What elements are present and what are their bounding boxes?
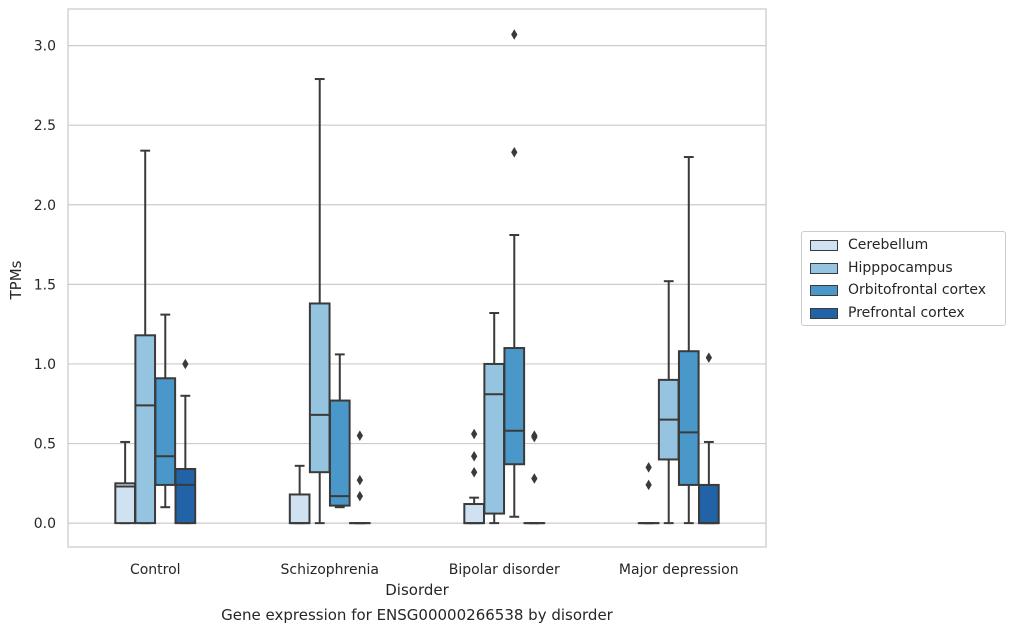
- box-orbitofrontal-cortex-bipolar-disorder: [503, 29, 526, 518]
- box-orbitofrontal-cortex-major-depression: [677, 156, 700, 525]
- legend-swatch: [810, 307, 838, 319]
- box: [288, 493, 311, 525]
- legend-label: Cerebellum: [848, 237, 929, 253]
- figure-caption: Gene expression for ENSG00000266538 by d…: [221, 606, 613, 624]
- box: [134, 334, 157, 525]
- legend: Cerebellum Hipppocampus Orbitofrontal co…: [801, 231, 1006, 326]
- x-tick-label: Schizophrenia: [281, 562, 379, 578]
- box: [698, 483, 720, 525]
- legend-swatch: [810, 239, 838, 251]
- x-tick-labels: Control Schizophrenia Bipolar disorder Majo…: [130, 562, 739, 578]
- box-orbitofrontal-cortex-control: [154, 313, 177, 509]
- outlier-point: [356, 490, 364, 502]
- x-tick-label: Bipolar disorder: [449, 562, 560, 578]
- box: [114, 482, 136, 525]
- box-orbitofrontal-cortex-schizophrenia: [328, 353, 351, 509]
- y-tick-label: 0.0: [34, 516, 56, 532]
- box-prefrontal-cortex-control: [174, 358, 197, 525]
- y-axis-label: TPMs: [7, 260, 25, 300]
- box: [174, 468, 197, 525]
- legend-label: Hipppocampus: [848, 260, 953, 276]
- legend-item-hippocampus: Hipppocampus: [810, 258, 953, 278]
- box-hipppocampus-control: [134, 149, 157, 525]
- box-hipppocampus-schizophrenia: [308, 78, 331, 525]
- box-cerebellum-control: [114, 440, 136, 525]
- legend-label: Orbitofrontal cortex: [848, 282, 986, 298]
- outlier-point: [645, 462, 652, 473]
- box: [328, 399, 351, 507]
- x-tick-label: Control: [130, 562, 181, 578]
- y-tick-label: 1.5: [34, 277, 56, 293]
- y-tick-label: 0.5: [34, 437, 56, 453]
- box: [463, 503, 485, 525]
- outlier-point: [182, 358, 189, 370]
- outlier-point: [470, 451, 478, 462]
- box: [503, 347, 526, 466]
- box: [677, 350, 700, 486]
- box: [154, 377, 177, 486]
- y-tick-labels: 0.0 0.5 1.0 1.5 2.0 2.5 3.0: [34, 39, 56, 533]
- y-tick-label: 2.5: [34, 118, 56, 134]
- box-prefrontal-cortex-major-depression: [698, 352, 720, 525]
- box-prefrontal-cortex-bipolar-disorder: [523, 430, 546, 525]
- box: [308, 302, 331, 474]
- box-hipppocampus-bipolar-disorder: [483, 312, 506, 525]
- box-cerebellum-schizophrenia: [288, 464, 311, 525]
- box-prefrontal-cortex-schizophrenia: [349, 430, 371, 525]
- y-tick-label: 2.0: [34, 198, 56, 214]
- y-tick-label: 1.0: [34, 357, 56, 373]
- outlier-point: [470, 466, 478, 478]
- outlier-point: [531, 473, 538, 484]
- box: [483, 362, 506, 515]
- legend-item-prefrontal-cortex: Prefrontal cortex: [810, 303, 965, 323]
- legend-swatch: [810, 262, 838, 274]
- box-hipppocampus-major-depression: [657, 280, 680, 525]
- legend-item-orbitofrontal-cortex: Orbitofrontal cortex: [810, 280, 986, 300]
- outlier-point: [511, 29, 518, 40]
- legend-label: Prefrontal cortex: [848, 305, 965, 321]
- outlier-point: [356, 430, 364, 441]
- x-axis-label: Disorder: [385, 581, 449, 599]
- plot-frame: [67, 8, 767, 548]
- x-tick-label: Major depression: [619, 562, 739, 578]
- box-cerebellum-bipolar-disorder: [463, 428, 485, 525]
- outlier-point: [645, 479, 652, 491]
- outlier-point: [356, 474, 364, 486]
- outlier-point: [470, 428, 478, 440]
- box-elements: [114, 29, 720, 525]
- outlier-point: [511, 147, 518, 158]
- legend-swatch: [810, 284, 838, 296]
- y-tick-label: 3.0: [34, 39, 56, 55]
- box-cerebellum-major-depression: [637, 462, 660, 525]
- outlier-point: [531, 431, 538, 443]
- legend-item-cerebellum: Cerebellum: [810, 235, 928, 255]
- outlier-point: [705, 352, 713, 363]
